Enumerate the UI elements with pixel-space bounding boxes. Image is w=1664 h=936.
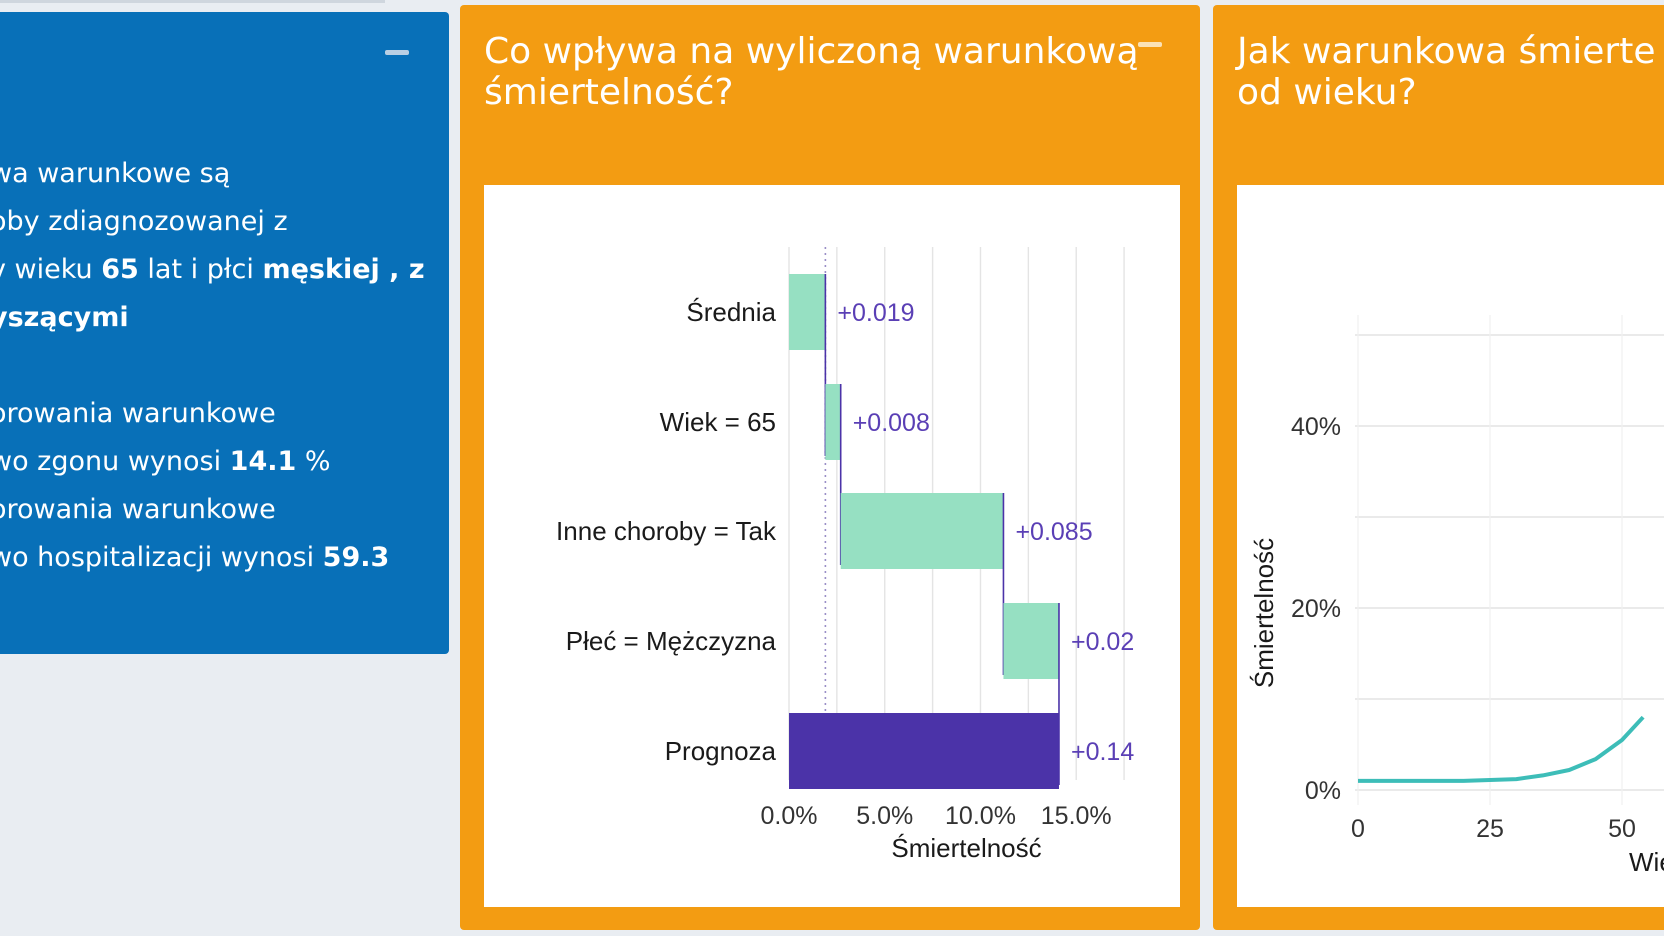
info-text: wa warunkowe są oby zdiagnozowanej z v w… [0,12,449,654]
top-divider [0,0,385,3]
value-label: +0.14 [1071,738,1134,766]
death-probability-value: 14.1 [229,446,297,477]
panel-title-line: śmiertelność? [484,72,734,113]
row-label: Prognoza [665,736,777,766]
collapse-button[interactable] [1138,42,1162,47]
x-tick-label: 25 [1476,815,1504,843]
info-box: wa warunkowe są oby zdiagnozowanej z v w… [0,12,449,654]
panel-title: Co wpływa na wyliczoną warunkową śmierte… [484,31,1139,113]
bar [825,384,841,460]
contribution-panel: Co wpływa na wyliczoną warunkową śmierte… [460,5,1200,930]
bar [789,713,1059,789]
panel-title: Jak warunkowa śmierte od wieku? [1237,31,1655,113]
value-label: +0.02 [1071,628,1134,656]
x-tick-label: 5.0% [856,802,913,830]
line-plot-area: 0% 20% 40% 0 25 50 Wiek Śmiertelność [1237,185,1664,907]
value-label: +0.008 [853,409,930,437]
sex-value: męskiej [262,254,380,285]
waterfall-plot-area: Średnia +0.019 Wiek = 65 +0.008 Inne choroby… [484,185,1180,907]
info-line-text: wa warunkowe są [0,158,231,189]
waterfall-chart: Średnia +0.019 Wiek = 65 +0.008 Inne choroby… [556,185,1180,907]
info-line: orowania warunkowe [0,494,276,525]
plot-edge [1164,185,1180,907]
x-tick-label: 0 [1351,815,1365,843]
panel-title-line: od wieku? [1237,72,1417,113]
row-label: Inne choroby = Tak [556,516,777,546]
info-line-text: wo hospitalizacji wynosi [0,542,323,573]
info-line: wo zgonu wynosi 14.1 % [0,446,331,477]
value-label: +0.019 [837,299,914,327]
y-tick-label: 20% [1291,595,1341,623]
hospitalization-probability-value: 59.3 [322,542,390,573]
info-line-text: v wieku [0,254,102,285]
x-tick-label: 50 [1608,815,1636,843]
row-label: Średnia [686,297,776,327]
row-label: Płeć = Mężczyzna [566,626,777,656]
info-line: oby zdiagnozowanej z [0,206,288,237]
info-line-text: wo zgonu wynosi [0,446,230,477]
info-line-text: yszącymi [0,302,129,333]
row-label: Wiek = 65 [660,407,776,437]
collapse-button[interactable] [385,50,409,55]
info-line-text: , z [379,254,425,285]
info-line: wa warunkowe są [0,158,230,189]
age-value: 65 [101,254,139,285]
info-line-text: oby zdiagnozowanej z [0,206,288,237]
x-tick-label: 10.0% [945,802,1016,830]
series-line [1358,715,1645,783]
x-tick-label: 0.0% [761,802,818,830]
x-axis-label: Wiek [1629,847,1664,877]
age-panel: Jak warunkowa śmierte od wieku? 0% 20% 40%… [1213,5,1664,930]
y-axis-label: Śmiertelność [1249,538,1279,688]
info-line: wo hospitalizacji wynosi 59.3 [0,542,389,573]
panel-title-line: Jak warunkowa śmierte [1237,31,1656,72]
bar [840,493,1004,569]
x-axis-label: Śmiertelność [891,833,1041,863]
info-line-text: % [296,446,331,477]
info-line: yszącymi [0,302,129,333]
info-line-text: lat i płci [138,254,263,285]
info-line: orowania warunkowe [0,398,276,429]
bar [789,274,826,350]
info-line: v wieku 65 lat i płci męskiej , z [0,254,425,285]
x-tick-label: 15.0% [1041,802,1112,830]
panel-title-line: Co wpływa na wyliczoną warunkową [484,31,1139,72]
y-tick-label: 0% [1305,777,1341,805]
bar [1003,603,1059,679]
age-line-chart: 0% 20% 40% 0 25 50 Wiek Śmiertelność [1249,315,1664,877]
value-label: +0.085 [1015,518,1092,546]
info-line-text: orowania warunkowe [0,398,276,429]
info-line-text: orowania warunkowe [0,494,276,525]
y-tick-label: 40% [1291,413,1341,441]
